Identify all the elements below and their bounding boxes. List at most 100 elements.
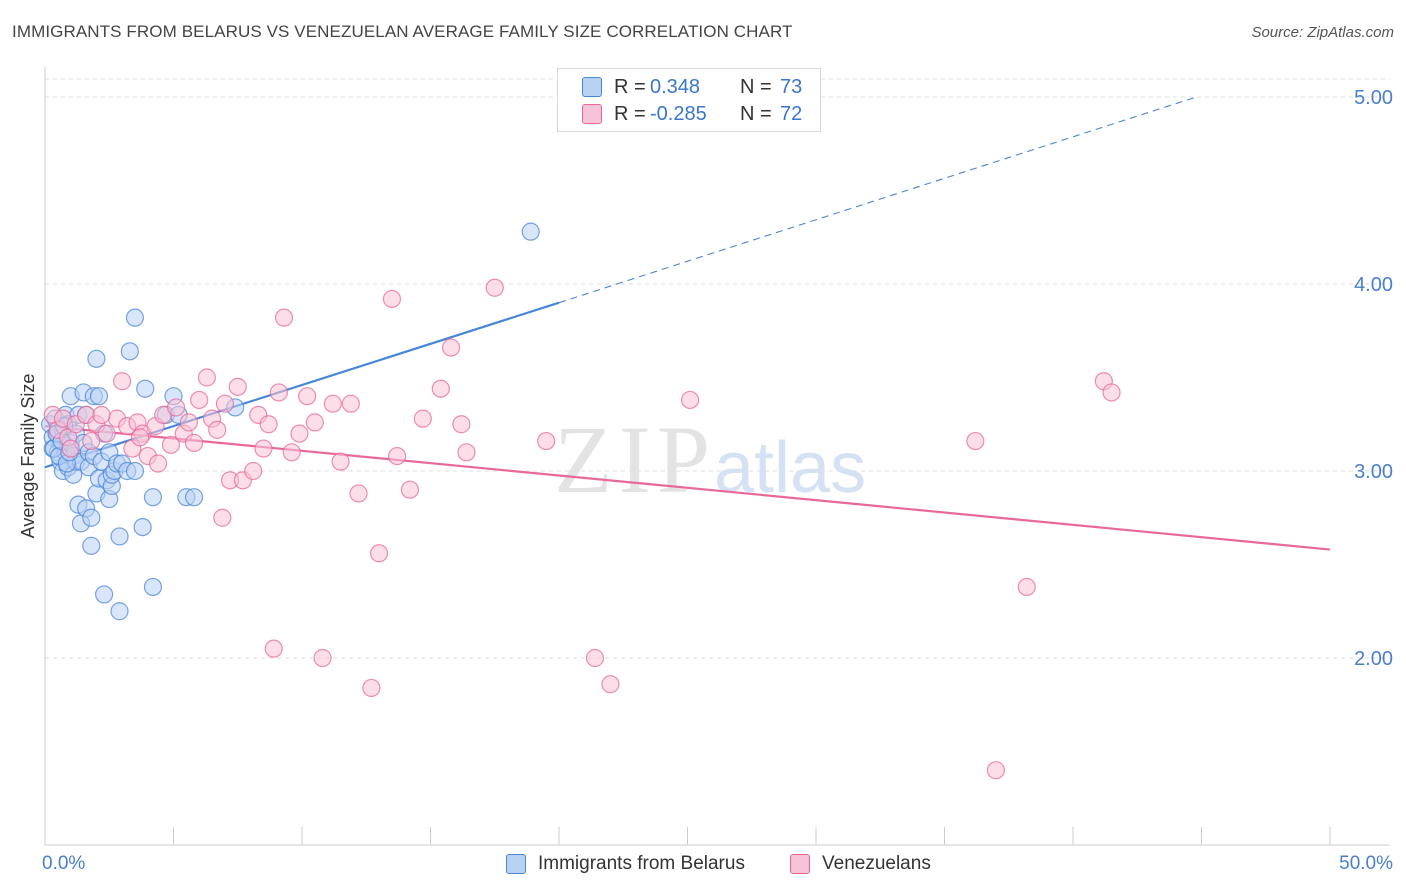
point-venezuelans (228, 377, 247, 396)
point-venezuelans (213, 508, 232, 527)
point-venezuelans (362, 678, 381, 698)
point-venezuelans (184, 433, 204, 453)
point-venezuelans (254, 439, 273, 458)
point-venezuelans (485, 278, 504, 297)
point-venezuelans (82, 431, 101, 451)
point-venezuelans (148, 454, 168, 473)
point-belarus (125, 308, 145, 327)
point-venezuelans (290, 424, 309, 443)
point-venezuelans (130, 428, 150, 447)
point-venezuelans (179, 413, 199, 432)
x-tick-label: 50.0% (1339, 853, 1393, 874)
correlation-legend: R = 0.348 N = 73 R = -0.285 N = 72 (557, 68, 821, 132)
point-belarus (87, 349, 106, 368)
point-venezuelans (431, 379, 450, 398)
point-venezuelans (966, 431, 985, 451)
point-venezuelans (387, 446, 407, 466)
point-venezuelans (1102, 383, 1121, 402)
point-venezuelans (269, 383, 288, 402)
legend-n-label: N = (740, 75, 772, 98)
legend-r-value-belarus: 0.348 (650, 75, 701, 98)
point-venezuelans (341, 394, 360, 413)
point-venezuelans (92, 405, 111, 424)
point-venezuelans (166, 398, 186, 417)
point-venezuelans (313, 648, 332, 668)
point-venezuelans (323, 394, 342, 413)
legend-swatch-venezuelans (582, 104, 602, 124)
series-name-venezuelans: Venezuelans (822, 853, 931, 874)
series-legend-belarus: Immigrants from Belarus (506, 851, 745, 877)
point-venezuelans (97, 424, 116, 443)
point-belarus (95, 585, 114, 604)
point-venezuelans (282, 443, 301, 462)
point-belarus (521, 222, 540, 241)
series-name-belarus: Immigrants from Belarus (538, 853, 745, 874)
y-tick-label: 2.00 (1354, 648, 1393, 670)
point-venezuelans (298, 387, 317, 406)
legend-r-label: R = (614, 102, 646, 125)
gridlines (45, 78, 1390, 659)
point-venezuelans (161, 435, 181, 454)
legend-row-venezuelans: R = -0.285 N = 72 (582, 102, 802, 126)
legend-row-belarus: R = 0.348 N = 73 (582, 75, 802, 99)
point-venezuelans (349, 484, 368, 503)
point-venezuelans (112, 372, 132, 391)
point-belarus (82, 508, 101, 527)
point-venezuelans (585, 648, 605, 668)
point-venezuelans (264, 639, 283, 658)
point-venezuelans (986, 761, 1006, 780)
source-label: Source: ZipAtlas.com (1251, 24, 1394, 41)
point-belarus (89, 387, 109, 406)
point-venezuelans (1017, 577, 1036, 597)
legend-n-value-belarus: 73 (780, 75, 803, 98)
point-belarus (125, 461, 145, 481)
point-belarus (82, 536, 101, 555)
point-venezuelans (400, 480, 420, 499)
point-belarus (133, 517, 152, 537)
trend-line-belarus-extension (558, 96, 1197, 304)
series-swatch-venezuelans (790, 854, 810, 874)
series-swatch-belarus (506, 854, 526, 874)
point-venezuelans (457, 443, 476, 462)
point-venezuelans (197, 368, 217, 387)
y-axis-label: Average Family Size (18, 374, 38, 539)
point-belarus (184, 488, 204, 507)
point-venezuelans (305, 413, 324, 432)
x-tick-label: 0.0% (42, 853, 85, 874)
point-venezuelans (413, 409, 432, 428)
watermark-atlas: atlas (714, 428, 866, 508)
point-venezuelans (208, 420, 227, 439)
legend-swatch-belarus (582, 77, 602, 97)
axes (44, 67, 1390, 846)
point-venezuelans (259, 415, 278, 434)
point-venezuelans (331, 452, 350, 471)
point-belarus (143, 488, 163, 507)
point-belarus (110, 527, 129, 546)
point-venezuelans (680, 390, 700, 410)
point-venezuelans (441, 338, 461, 357)
point-belarus (120, 342, 139, 361)
tick-labels: 2.00 3.00 4.00 5.00 0.0% 50.0% (42, 87, 1393, 874)
point-venezuelans (452, 415, 471, 434)
point-belarus (143, 577, 163, 597)
scatter-points (41, 222, 1121, 780)
legend-n-label: N = (740, 102, 772, 125)
point-venezuelans (274, 308, 294, 327)
point-venezuelans (61, 439, 80, 458)
legend-r-label: R = (614, 75, 646, 98)
legend-n-value-venezuelans: 72 (780, 102, 803, 125)
point-venezuelans (190, 390, 209, 410)
y-tick-label: 4.00 (1354, 274, 1393, 296)
point-venezuelans (382, 289, 402, 309)
point-venezuelans (537, 431, 556, 451)
point-belarus (110, 602, 129, 621)
point-venezuelans (244, 461, 263, 481)
point-venezuelans (215, 394, 234, 413)
watermark-zip: ZIP (554, 406, 716, 513)
chart-title: IMMIGRANTS FROM BELARUS VS VENEZUELAN AV… (12, 22, 793, 41)
y-tick-label: 5.00 (1354, 87, 1393, 109)
point-belarus (136, 379, 155, 398)
y-tick-label: 3.00 (1354, 461, 1393, 483)
legend-r-value-venezuelans: -0.285 (650, 102, 707, 125)
